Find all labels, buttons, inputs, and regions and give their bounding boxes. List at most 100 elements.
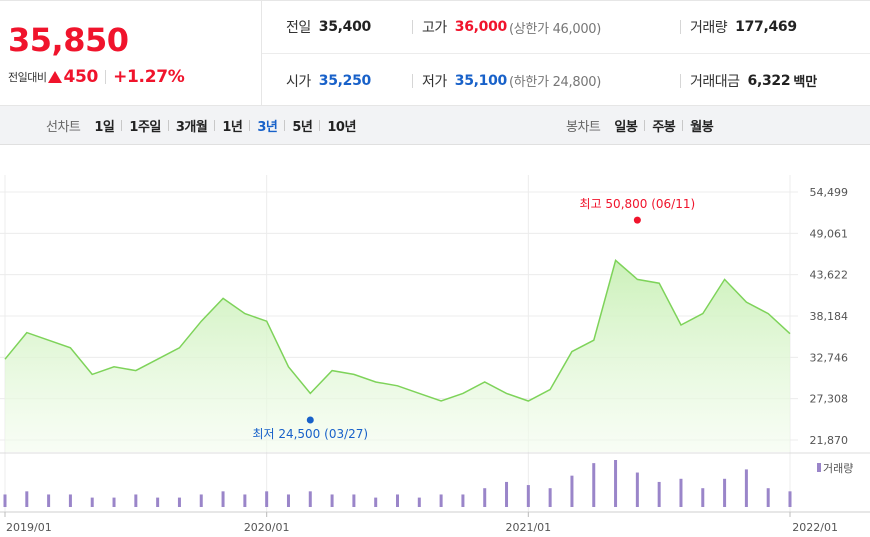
volume-bar: [134, 494, 138, 507]
volume-bar: [396, 494, 399, 507]
y-tick-label: 38,184: [810, 310, 849, 323]
x-tick-label: 2021/01: [505, 521, 551, 534]
volume-bar: [483, 488, 487, 507]
volume-label: 거래량: [690, 20, 728, 36]
change-percent: +1.27%: [113, 67, 185, 87]
candle-chart-periods: 봉차트 일봉 주봉 월봉: [566, 106, 714, 145]
period-tab-2[interactable]: 3개월: [175, 120, 208, 135]
volume-bar: [657, 481, 661, 507]
divider: [680, 20, 681, 34]
y-tick-label: 21,870: [810, 434, 849, 447]
low-label: 저가: [422, 73, 447, 90]
period-tab-3[interactable]: 1년: [222, 120, 243, 135]
current-price: 35,850: [8, 21, 129, 59]
divider: [121, 120, 123, 131]
volume-bar: [156, 497, 160, 507]
current-price-box: 35,850 전일대비 450 +1.27%: [0, 1, 262, 107]
divider: [249, 120, 251, 131]
lower-limit: (하한가 24,800): [509, 75, 602, 90]
volume-bar: [199, 494, 203, 507]
period-tab-1[interactable]: 1주일: [129, 120, 161, 135]
volume-bar: [308, 491, 312, 507]
x-tick-label: 2020/01: [244, 521, 290, 534]
quote-row-1: 전일 35,400 고가 36,000 (상한가 46,000) 거래량 177…: [262, 1, 870, 54]
chart-period-toolbar: 선차트 1일 1주일 3개월 1년 3년 5년 10년 봉차트 일봉 주봉 월봉: [0, 106, 870, 145]
price-line: [4, 259, 791, 402]
x-tick-label: 2019/01: [6, 521, 52, 534]
volume-bar: [286, 494, 290, 507]
max-marker: [633, 216, 641, 224]
change-row: 전일대비 450 +1.27%: [8, 67, 185, 87]
low-cell: 저가 35,100 (하한가 24,800): [422, 71, 601, 91]
y-axis-ticks: 54,499 49,061 43,622 38,184 32,746 27,308 21,8…: [810, 186, 849, 447]
quote-row-2: 시가 35,250 저가 35,100 (하한가 24,800) 거래대금 6,…: [262, 54, 870, 107]
volume-bar: [744, 469, 748, 507]
upper-limit: (상한가 46,000): [509, 21, 602, 37]
volume-bar: [177, 497, 181, 507]
trade-value-unit: 백만: [793, 75, 818, 90]
open-label: 시가: [286, 73, 311, 90]
high-label: 고가: [422, 20, 447, 36]
y-tick-label: 54,499: [810, 186, 849, 199]
candle-tab-2[interactable]: 월봉: [690, 120, 714, 135]
trade-value-label: 거래대금: [690, 73, 740, 90]
trade-value-cell: 거래대금 6,322 백만: [690, 71, 817, 91]
min-marker: [306, 416, 314, 424]
candle-tab-1[interactable]: 주봉: [652, 120, 676, 135]
divider: [167, 120, 169, 131]
price-area: [5, 260, 790, 452]
period-tab-4[interactable]: 3년: [257, 120, 278, 135]
volume-bar: [439, 494, 443, 507]
volume-bar: [461, 494, 465, 507]
annotations: 최고 50,800 (06/11) 최저 24,500 (03/27): [252, 197, 695, 441]
divider: [412, 20, 413, 34]
divider: [105, 70, 107, 84]
volume-bar: [265, 491, 269, 507]
high-value: 36,000: [454, 19, 508, 35]
volume-bar: [526, 485, 530, 507]
volume-bar: [417, 497, 421, 507]
volume-legend-label: 거래량: [823, 462, 853, 475]
stock-quote-panel: 35,850 전일대비 450 +1.27% 전일 35,400 고가 36,0…: [0, 0, 870, 107]
period-tab-0[interactable]: 1일: [94, 120, 115, 135]
volume-bar: [90, 497, 94, 507]
volume-bar: [3, 494, 7, 507]
volume-bar: [112, 497, 116, 507]
change-label: 전일대비: [8, 71, 47, 84]
volume-bar: [548, 488, 552, 507]
x-tick-label: 2022/01: [792, 521, 838, 534]
volume-bar: [47, 494, 51, 507]
divider: [682, 120, 684, 131]
period-tab-5[interactable]: 5년: [292, 120, 313, 135]
prev-close-cell: 전일 35,400: [286, 17, 371, 37]
volume-bar: [221, 491, 225, 507]
period-tab-6[interactable]: 10년: [327, 120, 356, 135]
divider: [644, 120, 646, 131]
open-value: 35,250: [318, 72, 372, 89]
volume-bar: [352, 494, 356, 507]
line-chart-periods: 선차트 1일 1주일 3개월 1년 3년 5년 10년: [46, 106, 356, 145]
candle-tab-0[interactable]: 일봉: [614, 120, 638, 135]
volume-bar: [766, 488, 770, 507]
candle-chart-label: 봉차트: [566, 120, 601, 135]
prev-close-label: 전일: [286, 20, 311, 36]
volume-bar: [68, 494, 72, 507]
high-cell: 고가 36,000 (상한가 46,000): [422, 17, 601, 37]
divider: [284, 120, 286, 131]
volume-bar: [723, 478, 727, 507]
volume-bar: [570, 475, 574, 507]
divider: [680, 73, 681, 88]
up-triangle-icon: [48, 71, 63, 83]
volume-value: 177,469: [735, 19, 797, 35]
prev-close-value: 35,400: [318, 19, 372, 35]
volume-bar: [374, 497, 378, 507]
volume-bar: [701, 488, 705, 507]
max-label: 최고 50,800 (06/11): [580, 197, 696, 211]
price-chart[interactable]: 54,499 49,061 43,622 38,184 32,746 27,308 21,8…: [0, 145, 870, 537]
change-amount: 450: [63, 67, 99, 87]
volume-bar: [243, 494, 247, 507]
trade-value: 6,322: [747, 72, 791, 89]
volume-bar: [679, 478, 683, 507]
volume-cell: 거래량 177,469: [690, 17, 797, 37]
volume-bar: [505, 481, 509, 507]
